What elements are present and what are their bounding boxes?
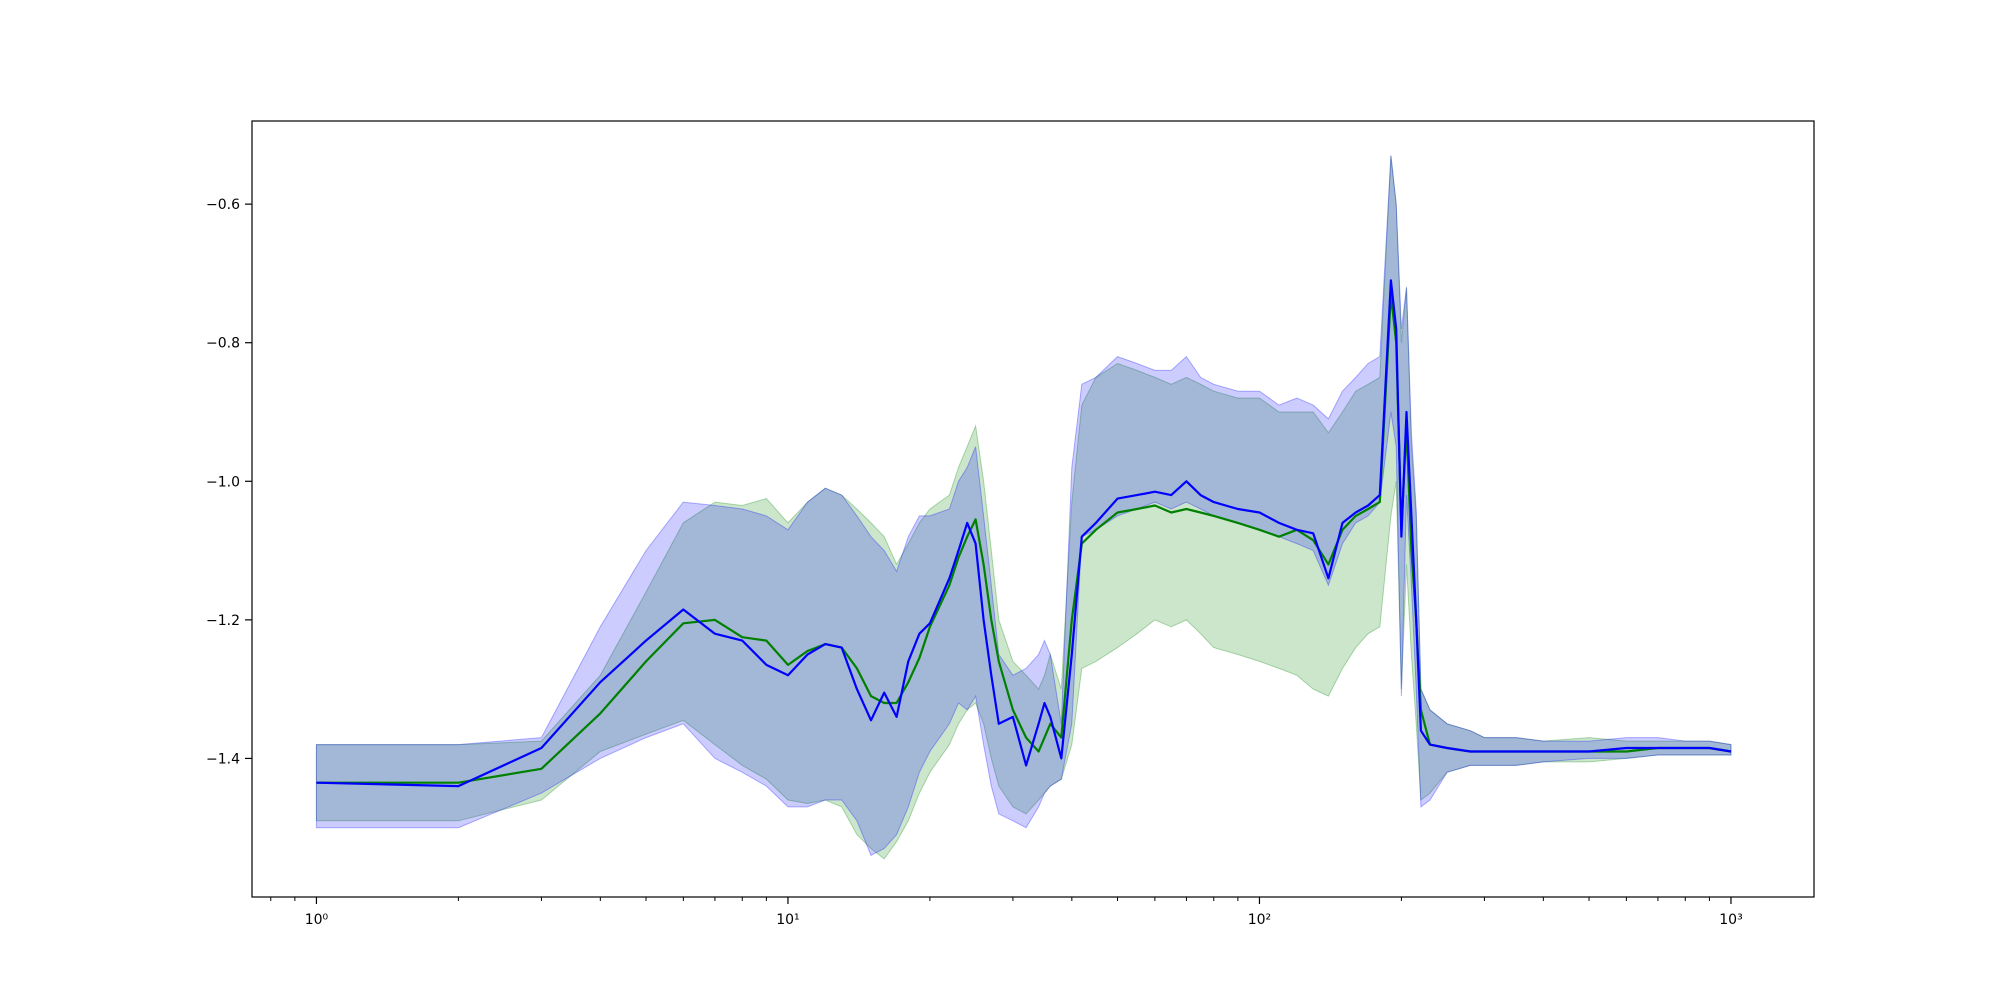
series-2-band (315, 155, 1732, 857)
series-2-line (316, 279, 1732, 788)
series-1-band (315, 155, 1732, 860)
x-tick-label: 10² (1248, 912, 1271, 928)
y-tick-label: −1.0 (206, 474, 240, 490)
x-tick-label: 10¹ (776, 912, 799, 928)
plot-frame (251, 120, 1815, 898)
y-tick-label: −0.8 (206, 336, 240, 352)
x-tick-label: 10³ (1719, 912, 1742, 928)
y-tick-label: −1.4 (206, 751, 240, 767)
y-tick-label: −1.2 (206, 613, 240, 629)
y-tick-label: −0.6 (206, 197, 240, 213)
confidence-bands (315, 155, 1732, 860)
y-axis: −1.4 −1.2 −1.0 −0.8 −0.6 (206, 197, 252, 767)
x-axis: 10⁰ 10¹ 10² 10³ (270, 897, 1743, 928)
series-lines (316, 279, 1732, 788)
x-tick-label: 10⁰ (305, 912, 329, 928)
